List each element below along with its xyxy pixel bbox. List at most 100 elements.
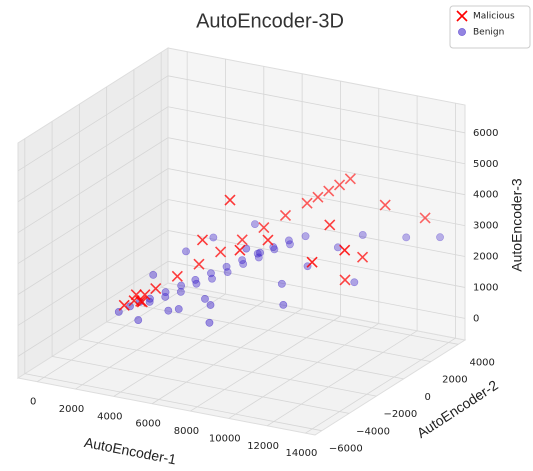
marker-o: [206, 301, 215, 309]
marker-x: [279, 209, 292, 221]
marker-x: [323, 185, 335, 197]
z-tick-label: 3000: [473, 221, 498, 232]
marker-o: [207, 269, 215, 278]
grid-line: [190, 81, 341, 412]
marker-x: [262, 234, 274, 246]
marker-o: [191, 275, 200, 284]
marker-o: [149, 270, 158, 279]
marker-o: [161, 288, 170, 297]
marker-o: [301, 232, 310, 241]
z-tick-label: 5000: [473, 159, 498, 170]
grid-line: [113, 66, 265, 397]
marker-x: [419, 212, 431, 224]
marker-o: [251, 220, 259, 228]
y-axis-label: AutoEncoder-2: [414, 377, 501, 441]
x-tick-label: 10000: [209, 433, 241, 444]
grid-line: [17, 199, 466, 295]
marker-x: [356, 251, 369, 263]
y-tick-label: 0: [424, 392, 430, 403]
marker-o: [222, 262, 231, 271]
x-tick-label: 0: [30, 397, 36, 408]
marker-x: [312, 191, 324, 203]
marker-x: [306, 256, 318, 268]
z-tick-label: 4000: [473, 190, 498, 201]
marker-o: [201, 294, 209, 303]
marker-o: [269, 243, 278, 251]
marker-x: [333, 179, 346, 191]
marker-o: [270, 245, 279, 254]
marker-o: [182, 247, 190, 256]
marker-x: [193, 258, 205, 270]
z-tick-label: 0: [473, 313, 479, 324]
legend-label: Malicious: [473, 12, 515, 22]
grid-line: [151, 73, 303, 405]
marker-o: [134, 316, 143, 324]
x-tick-label: 14000: [286, 448, 318, 459]
marker-o: [209, 233, 218, 242]
grid-line: [75, 59, 226, 390]
grid-line: [17, 168, 466, 264]
marker-x: [236, 234, 248, 246]
marker-x: [258, 222, 270, 234]
grid-line: [106, 86, 404, 380]
grid-line: [78, 104, 377, 397]
marker-o: [279, 301, 288, 309]
grid-line: [17, 137, 466, 234]
x-tick-label: 8000: [174, 426, 199, 437]
marker-o: [174, 305, 183, 313]
marker-o: [436, 233, 444, 242]
marker-o: [402, 233, 411, 242]
x-tick-label: 12000: [247, 441, 279, 452]
y-tick-label: −6000: [329, 444, 363, 455]
z-tick-label: 2000: [473, 252, 498, 263]
grid-line: [160, 52, 459, 345]
marker-x: [215, 246, 227, 258]
marker-x: [171, 270, 183, 282]
legend-marker: [456, 10, 468, 22]
marker-x: [344, 173, 356, 185]
chart-title: AutoEncoder-3D: [196, 10, 344, 32]
grid-line: [305, 103, 456, 434]
grid-line: [133, 69, 431, 362]
y-tick-label: 4000: [469, 357, 494, 368]
grid-line: [17, 260, 466, 357]
marker-x: [196, 234, 209, 246]
marker-x: [234, 244, 246, 256]
grid-line: [24, 138, 322, 432]
marker-o: [350, 278, 359, 287]
grid-line: [17, 75, 466, 172]
marker-o: [284, 236, 293, 245]
marker-o: [277, 279, 286, 288]
legend-marker: [458, 28, 466, 36]
marker-x: [130, 289, 142, 301]
grid-line: [17, 106, 466, 203]
x-tick-label: 4000: [97, 411, 122, 422]
marker-o: [205, 318, 214, 327]
marker-x: [118, 299, 130, 311]
y-tick-label: −2000: [383, 409, 417, 420]
marker-o: [164, 306, 173, 315]
legend-box: [449, 5, 531, 49]
y-tick-label: −4000: [356, 426, 390, 437]
z-axis-label: AutoEncoder-3: [509, 178, 525, 272]
x-axis-label: AutoEncoder-1: [83, 434, 178, 468]
grid-line: [228, 88, 380, 419]
marker-x: [301, 197, 313, 209]
grid-line: [36, 51, 188, 383]
grid-line: [17, 230, 466, 326]
grid-line: [266, 95, 418, 427]
marker-x: [379, 199, 391, 211]
y-tick-label: 2000: [442, 375, 467, 386]
legend-label: Benign: [473, 28, 504, 38]
z-tick-label: 6000: [473, 128, 498, 139]
x-tick-label: 6000: [135, 419, 160, 430]
marker-o: [286, 240, 294, 249]
marker-o: [177, 281, 186, 290]
marker-o: [176, 287, 185, 296]
z-tick-label: 1000: [473, 282, 498, 293]
marker-o: [238, 256, 247, 265]
marker-x: [136, 296, 148, 308]
grid-line: [51, 121, 350, 414]
marker-o: [242, 244, 251, 253]
